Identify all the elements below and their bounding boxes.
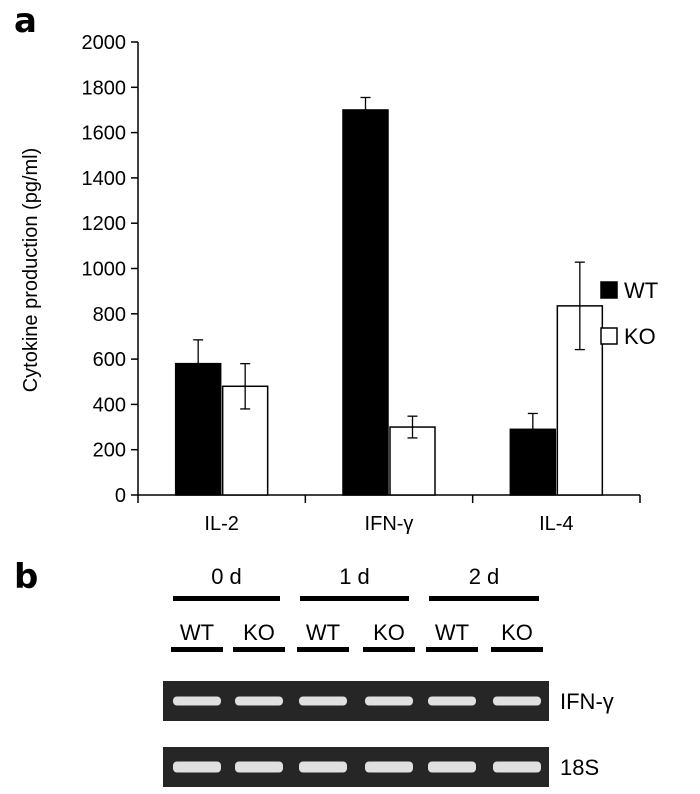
lane-underline bbox=[171, 647, 223, 652]
x-axis: IL-2 IFN-γ IL-4 bbox=[137, 494, 641, 535]
bar-chart: 0 200 400 600 800 1000 1200 1400 1600 1800 2000 IL… bbox=[20, 32, 658, 535]
lane-underline bbox=[426, 647, 478, 652]
y-tick-label: 800 bbox=[93, 304, 126, 326]
gel-band bbox=[493, 761, 541, 773]
gel-band bbox=[235, 696, 283, 706]
timepoint-bracket bbox=[173, 596, 280, 601]
bar-wt bbox=[342, 109, 389, 496]
lane-label: WT bbox=[435, 620, 469, 645]
timepoint-label: 2 d bbox=[469, 564, 500, 589]
lane-label: WT bbox=[306, 620, 340, 645]
legend-label-wt: WT bbox=[624, 278, 658, 303]
y-tick-label: 1400 bbox=[82, 168, 127, 190]
gel-band bbox=[173, 696, 221, 706]
gel-band bbox=[365, 696, 413, 706]
gel-strip bbox=[163, 747, 549, 787]
gel-row-label: IFN-γ bbox=[560, 689, 614, 714]
bar-ko bbox=[389, 426, 436, 496]
lane-underline bbox=[491, 647, 543, 652]
legend-swatch-ko bbox=[600, 327, 618, 345]
y-tick-label: 1600 bbox=[82, 123, 127, 145]
gel-band bbox=[428, 761, 476, 773]
category-label: IL-2 bbox=[204, 513, 238, 535]
y-tick-label: 400 bbox=[93, 394, 126, 416]
gel-band bbox=[299, 696, 347, 706]
gel-band bbox=[493, 696, 541, 706]
lane-underline bbox=[233, 647, 285, 652]
panel-b-letter: b bbox=[14, 557, 38, 597]
category-label: IFN-γ bbox=[365, 513, 414, 535]
y-tick-label: 0 bbox=[115, 485, 126, 507]
gel-band bbox=[173, 761, 221, 773]
lane-underline bbox=[363, 647, 415, 652]
panel-a-letter: a bbox=[14, 1, 37, 41]
timepoint-bracket bbox=[429, 596, 539, 601]
legend: WT KO bbox=[600, 278, 658, 349]
timepoint-label: 1 d bbox=[339, 564, 370, 589]
legend-swatch-wt bbox=[600, 281, 618, 299]
y-tick-label: 600 bbox=[93, 349, 126, 371]
gel-band bbox=[365, 761, 413, 773]
gel-strip bbox=[163, 681, 549, 721]
y-tick-label: 1800 bbox=[82, 77, 127, 99]
gel-panel: 0 d 1 d 2 d WT KO WT KO WT KO IFN-γ 18S bbox=[163, 564, 614, 787]
y-tick-label: 1000 bbox=[82, 259, 127, 281]
gel-band bbox=[428, 696, 476, 706]
legend-label-ko: KO bbox=[624, 324, 656, 349]
category-label: IL-4 bbox=[539, 513, 573, 535]
y-axis: 0 200 400 600 800 1000 1200 1400 1600 1800 2000 bbox=[82, 32, 139, 507]
gel-band bbox=[235, 761, 283, 773]
lane-label: WT bbox=[180, 620, 214, 645]
y-tick-label: 2000 bbox=[82, 32, 127, 54]
timepoint-bracket bbox=[300, 596, 409, 601]
gel-band bbox=[299, 761, 347, 773]
gel-row-label: 18S bbox=[560, 755, 599, 780]
y-tick-label: 200 bbox=[93, 440, 126, 462]
lane-underline bbox=[297, 647, 349, 652]
timepoint-label: 0 d bbox=[211, 564, 242, 589]
lane-label: KO bbox=[501, 620, 533, 645]
bars bbox=[174, 96, 604, 496]
y-tick-label: 1200 bbox=[82, 213, 127, 235]
y-axis-title: Cytokine production (pg/ml) bbox=[20, 148, 42, 393]
lane-label: KO bbox=[243, 620, 275, 645]
lane-label: KO bbox=[373, 620, 405, 645]
